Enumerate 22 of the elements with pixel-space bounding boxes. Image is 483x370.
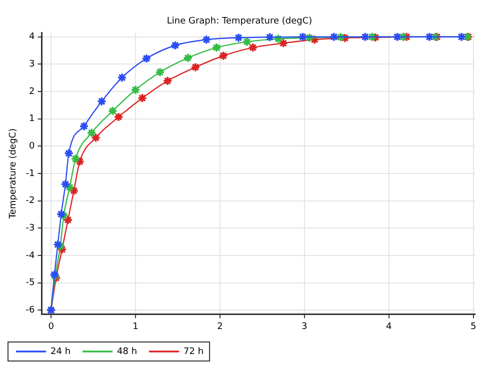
y-axis-title: Temperature (degC) (8, 128, 19, 220)
y-tick-label: 3 (29, 60, 35, 70)
y-tick-label: 4 (29, 32, 36, 42)
y-tick-label: -5 (26, 278, 35, 288)
x-tick-label: 2 (217, 322, 223, 332)
legend-label: 24 h (50, 346, 71, 357)
x-tick-label: 1 (132, 322, 138, 332)
y-tick-label: -1 (26, 168, 35, 179)
x-tick-label: 4 (386, 322, 392, 332)
legend-label: 72 h (184, 346, 204, 357)
y-tick-label: -6 (26, 305, 36, 316)
y-tick-label: 2 (29, 86, 35, 97)
chart-title: Line Graph: Temperature (degC) (166, 16, 312, 27)
x-tick-label: 3 (302, 322, 308, 332)
x-tick-label: 0 (48, 322, 54, 332)
y-tick-label: -2 (26, 196, 35, 206)
x-tick-label: 5 (470, 322, 476, 332)
y-tick-label: -3 (26, 223, 35, 234)
y-tick-label: 1 (29, 114, 35, 124)
y-tick-label: -4 (26, 250, 36, 261)
legend-label: 48 h (117, 346, 138, 357)
y-tick-label: 0 (29, 142, 36, 152)
